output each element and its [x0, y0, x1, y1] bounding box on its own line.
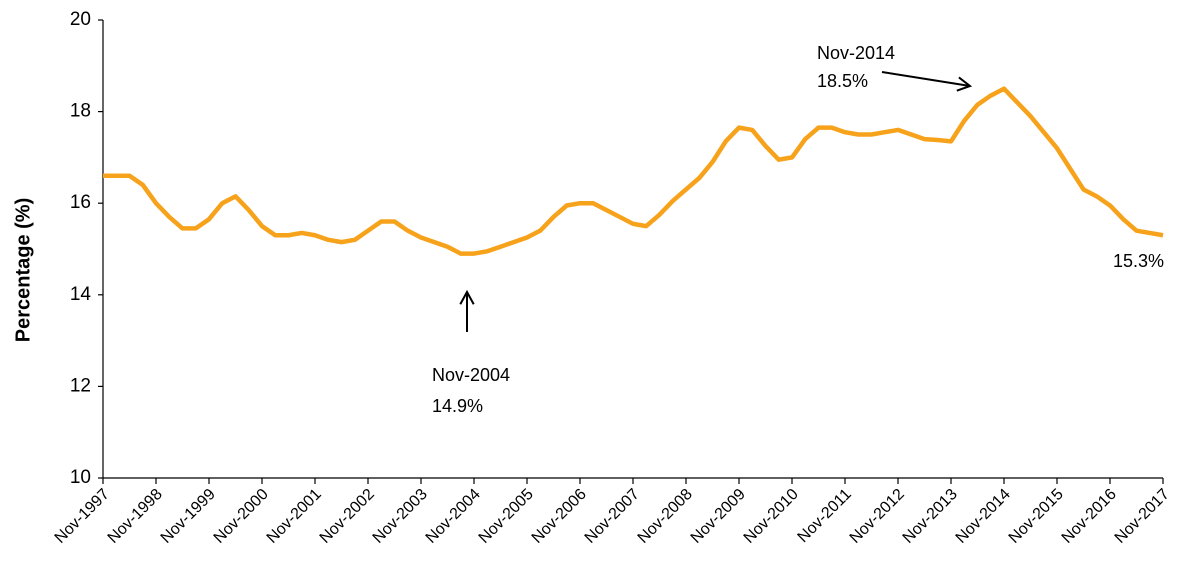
line: [103, 86, 1164, 256]
annotation: Nov-2014: [817, 43, 895, 63]
x-tick-label: Nov-2017: [1112, 486, 1173, 547]
x-tick-label: Nov-2016: [1059, 486, 1120, 547]
y-tick-label: 10: [70, 467, 91, 488]
x-tick-label: Nov-2012: [847, 486, 908, 547]
y-tick-label: 14: [70, 284, 92, 305]
arrow: [881, 71, 971, 87]
x-tick-label: Nov-2002: [317, 486, 378, 547]
x-tick-label: Nov-2007: [582, 486, 643, 547]
x-tick-label: Nov-2001: [264, 486, 325, 547]
x-tick-label: Nov-2008: [635, 486, 696, 547]
x-tick-label: Nov-2015: [1006, 486, 1067, 547]
annotation: Nov-2004: [432, 365, 510, 385]
annotation: 14.9%: [432, 396, 483, 416]
x-tick-label: Nov-2000: [211, 486, 272, 547]
x-tick-label: Nov-1997: [52, 486, 113, 547]
y-axis-label: Percentage (%): [12, 198, 34, 343]
x-tick-label: Nov-2010: [741, 486, 802, 547]
x-tick-label: Nov-2005: [476, 486, 537, 547]
x-tick-label: Nov-2014: [953, 486, 1014, 547]
arrow-head: [459, 289, 475, 305]
y-tick-label: 16: [70, 192, 91, 213]
x-tick-label: Nov-2009: [688, 486, 749, 547]
x-tick-label: Nov-2013: [900, 486, 961, 547]
x-tick-label: Nov-2003: [370, 486, 431, 547]
x-tick-label: Nov-2011: [795, 486, 855, 546]
arrow-head: [956, 76, 973, 92]
annotation: 15.3%: [1113, 251, 1164, 271]
x-tick-label: Nov-2004: [423, 486, 484, 547]
x-tick-label: Nov-2006: [529, 486, 590, 547]
y-tick-label: 18: [70, 101, 91, 122]
y-tick-label: 20: [70, 9, 91, 30]
annotation: 18.5%: [817, 71, 868, 91]
x-tick-label: Nov-1999: [158, 486, 219, 547]
x-tick-label: Nov-1998: [105, 486, 166, 547]
y-tick-label: 12: [70, 375, 91, 396]
